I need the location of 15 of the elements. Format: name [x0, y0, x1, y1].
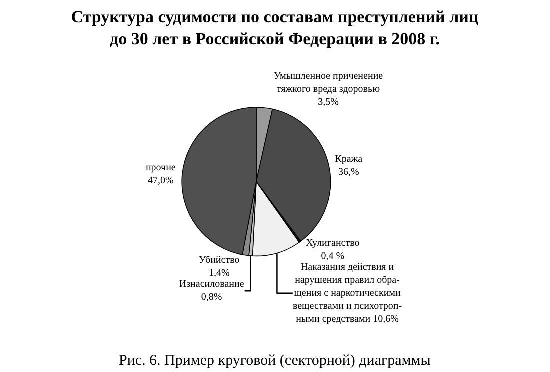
- data-label: 3,5%: [318, 97, 339, 108]
- data-label: 0,8%: [201, 292, 222, 304]
- slice-label: Наказания действия и нарушения правил обра- щения с наркотическими веществами и психотроп- ными средствами 10,6%: [292, 262, 402, 325]
- data-label: 0,4 %: [321, 250, 345, 262]
- slice-label: Кража: [335, 154, 364, 165]
- slice-label: Хулиганство: [306, 238, 360, 249]
- data-label: 1,4%: [208, 268, 230, 280]
- data-label: 36,%: [338, 166, 360, 178]
- data-label: 47,0%: [148, 176, 174, 187]
- chart-title: Структура судимости по составам преступлений лиц до 30 лет в Российской Федерации в 2008 г.: [71, 7, 479, 48]
- slice-label: Изнасилование: [179, 279, 245, 290]
- slice-label: Убийство: [199, 255, 240, 266]
- text: Рис. 6. Пример круговой (секторной) диаграммы: [119, 353, 431, 369]
- slice-label: прочие: [146, 162, 176, 174]
- slice-label: Умышленное приченение тяжкого вреда здоровью: [274, 71, 384, 96]
